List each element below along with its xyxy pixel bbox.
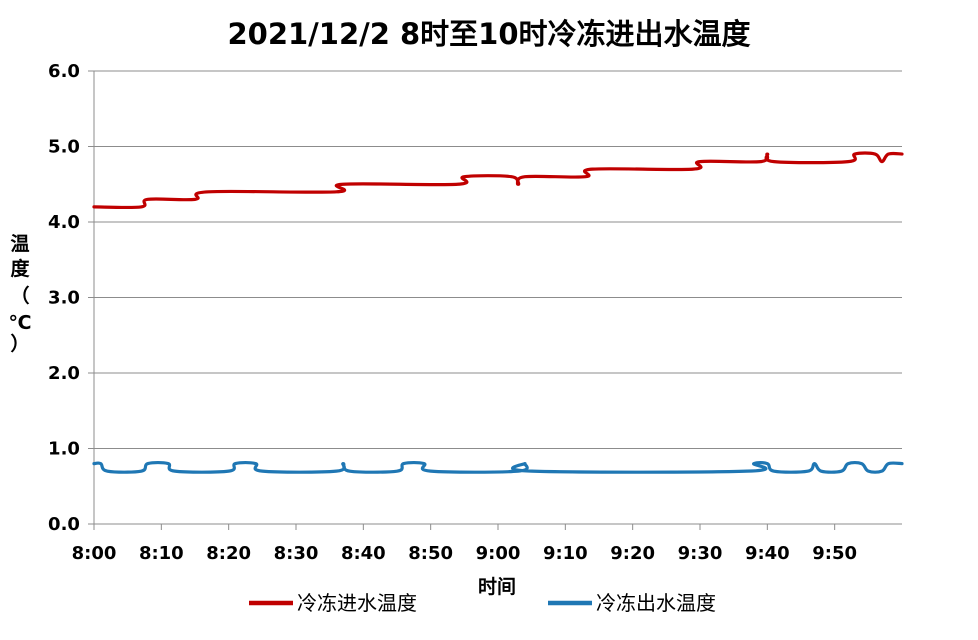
y-axis-label-char: 温: [10, 233, 29, 255]
x-tick-label: 8:20: [206, 543, 251, 564]
x-tick-label: 9:50: [812, 543, 857, 564]
x-tick-label: 8:30: [274, 543, 319, 564]
y-axis-label-char: ）: [10, 332, 29, 355]
x-tick-label: 8:10: [139, 543, 184, 564]
y-tick-label: 4.0: [48, 212, 80, 233]
y-axis-label-char: 度: [10, 257, 30, 280]
legend: 冷冻进水温度 冷冻出水温度: [249, 591, 716, 615]
x-tick-label: 8:50: [408, 543, 453, 564]
legend-label: 冷冻进水温度: [297, 591, 417, 615]
y-axis-label: 温度 （ ℃）: [8, 233, 31, 355]
x-axis-label: 时间: [478, 576, 516, 598]
x-tick-labels: 8:00 8:10 8:20 8:30 8:40 8:50 9:00 9:10 9:20 9:30…: [72, 543, 857, 564]
y-tick-label: 1.0: [48, 439, 80, 460]
y-tick-label: 6.0: [48, 61, 80, 82]
y-tick-label: 3.0: [48, 288, 80, 309]
series-lines: [92, 151, 904, 474]
grid-lines: [94, 70, 902, 449]
x-tick-label: 9:30: [678, 543, 723, 564]
x-tick-label: 9:40: [745, 543, 790, 564]
x-tick-label: 9:10: [543, 543, 588, 564]
axes: [88, 70, 902, 530]
y-tick-label: 2.0: [48, 363, 80, 384]
chart-title: 2021/12/2 8时至10时冷冻进出水温度: [227, 17, 750, 51]
y-tick-label: 0.0: [48, 514, 80, 535]
y-axis-label-char: （: [10, 284, 29, 307]
x-tick-label: 9:00: [476, 543, 521, 564]
series-line-1: [92, 151, 904, 210]
y-tick-label: 5.0: [48, 137, 80, 158]
y-tick-labels: 0.0 1.0 2.0 3.0 4.0 5.0 6.0: [48, 61, 80, 535]
x-tick-label: 8:40: [341, 543, 386, 564]
y-axis-label-char: ℃: [8, 312, 31, 334]
x-tick-label: 9:20: [610, 543, 655, 564]
x-tick-label: 8:00: [72, 543, 117, 564]
legend-label: 冷冻出水温度: [596, 591, 716, 615]
series-line-2: [92, 460, 904, 474]
